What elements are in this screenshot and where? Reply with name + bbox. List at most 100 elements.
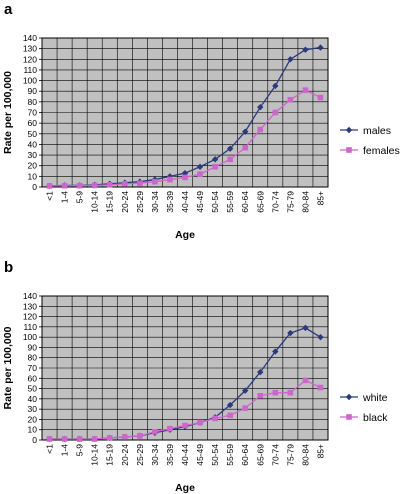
- x-tick-label: 30-34: [150, 191, 160, 213]
- legend-label-males: males: [363, 125, 391, 137]
- data-point-black: [227, 412, 233, 419]
- data-point-males: [302, 46, 309, 53]
- data-point-females: [76, 182, 83, 189]
- y-tick-label: 10: [28, 425, 38, 435]
- x-tick-label: 35-39: [165, 444, 175, 466]
- data-point-males: [287, 56, 294, 63]
- data-point-females: [152, 178, 158, 185]
- data-point-females: [257, 126, 264, 133]
- panel-label: b: [4, 259, 13, 276]
- data-point-black: [76, 436, 83, 442]
- x-tick-label: 80-84: [300, 191, 310, 213]
- data-point-white: [242, 387, 249, 394]
- data-point-females: [106, 182, 113, 188]
- x-tick-label: 25-29: [135, 444, 145, 466]
- data-point-females: [46, 183, 53, 189]
- data-point-black: [137, 433, 143, 439]
- data-point-females: [182, 174, 188, 181]
- y-tick-label: 110: [23, 65, 37, 75]
- x-tick-label: 25-29: [135, 191, 145, 213]
- x-axis-title: Age: [175, 229, 195, 241]
- y-tick-label: 140: [23, 291, 37, 301]
- data-point-black: [182, 422, 188, 429]
- x-tick-label: 20-24: [120, 444, 130, 466]
- x-tick-label: 85+: [315, 191, 325, 205]
- x-tick-label: 15-19: [105, 191, 115, 213]
- data-point-males: [257, 103, 264, 111]
- x-tick-label: 5-9: [75, 444, 85, 457]
- x-tick-label: 1-4: [60, 191, 70, 204]
- data-point-females: [212, 163, 218, 170]
- x-tick-label: 80-84: [300, 444, 310, 466]
- data-point-females: [302, 87, 309, 93]
- y-tick-label: 110: [23, 322, 37, 332]
- x-tick-label: <1: [45, 191, 55, 201]
- data-point-black: [106, 435, 113, 441]
- x-tick-label: 40-44: [180, 444, 190, 466]
- legend-marker-males: [345, 126, 353, 134]
- data-point-females: [272, 109, 279, 116]
- x-tick-label: 10-14: [90, 444, 100, 466]
- legend-marker-white: [345, 393, 353, 401]
- x-tick-label: 55-59: [225, 191, 235, 213]
- y-tick-label: 60: [28, 118, 38, 128]
- y-axis-title: Rate per 100,000: [2, 326, 14, 409]
- y-tick-label: 100: [23, 332, 37, 342]
- x-tick-label: 30-34: [150, 444, 160, 466]
- x-tick-label: 55-59: [225, 444, 235, 466]
- x-tick-label: 35-39: [165, 191, 175, 213]
- data-point-black: [197, 419, 203, 426]
- y-tick-label: 80: [28, 97, 38, 107]
- y-tick-label: 120: [23, 312, 37, 322]
- y-tick-label: 130: [23, 44, 37, 54]
- panel-label: a: [4, 1, 13, 18]
- x-tick-label: 70-74: [270, 444, 280, 466]
- data-point-white: [317, 333, 324, 341]
- data-point-females: [287, 96, 294, 103]
- y-tick-label: 90: [28, 342, 38, 352]
- data-point-white: [302, 324, 309, 332]
- data-point-black: [257, 392, 264, 399]
- data-point-black: [152, 428, 158, 435]
- x-tick-label: 85+: [315, 444, 325, 458]
- data-point-white: [272, 348, 279, 355]
- data-point-females: [167, 176, 173, 183]
- data-point-black: [46, 436, 53, 442]
- data-point-males: [226, 145, 234, 152]
- data-point-males: [211, 156, 219, 163]
- x-tick-label: 70-74: [270, 191, 280, 213]
- y-tick-label: 40: [28, 394, 38, 404]
- y-tick-label: 130: [23, 301, 37, 311]
- y-tick-label: 10: [28, 171, 38, 181]
- x-tick-label: 45-49: [195, 191, 205, 213]
- data-point-white: [287, 329, 294, 337]
- y-tick-label: 0: [32, 182, 37, 192]
- y-tick-label: 90: [28, 86, 38, 96]
- data-point-females: [197, 171, 203, 178]
- data-point-black: [272, 389, 279, 396]
- data-point-males: [272, 82, 279, 90]
- legend-label-white: white: [362, 392, 388, 404]
- y-tick-label: 30: [28, 404, 38, 414]
- x-tick-label: 65-69: [255, 191, 265, 213]
- data-point-white: [226, 401, 234, 409]
- data-point-black: [317, 384, 324, 391]
- data-point-black: [61, 436, 68, 442]
- data-point-females: [137, 180, 143, 187]
- x-tick-label: 45-49: [195, 444, 205, 466]
- data-point-black: [91, 436, 98, 442]
- data-point-black: [242, 405, 249, 411]
- data-point-females: [121, 181, 128, 187]
- y-tick-label: 40: [28, 139, 38, 149]
- y-tick-label: 50: [28, 129, 38, 139]
- data-point-females: [227, 156, 233, 163]
- x-tick-label: 60-64: [240, 191, 250, 213]
- y-tick-label: 80: [28, 353, 38, 363]
- legend-marker-black: [346, 414, 352, 420]
- data-point-females: [317, 94, 324, 101]
- x-tick-label: 5-9: [75, 191, 85, 204]
- y-tick-label: 140: [23, 33, 37, 43]
- y-tick-label: 0: [32, 435, 37, 445]
